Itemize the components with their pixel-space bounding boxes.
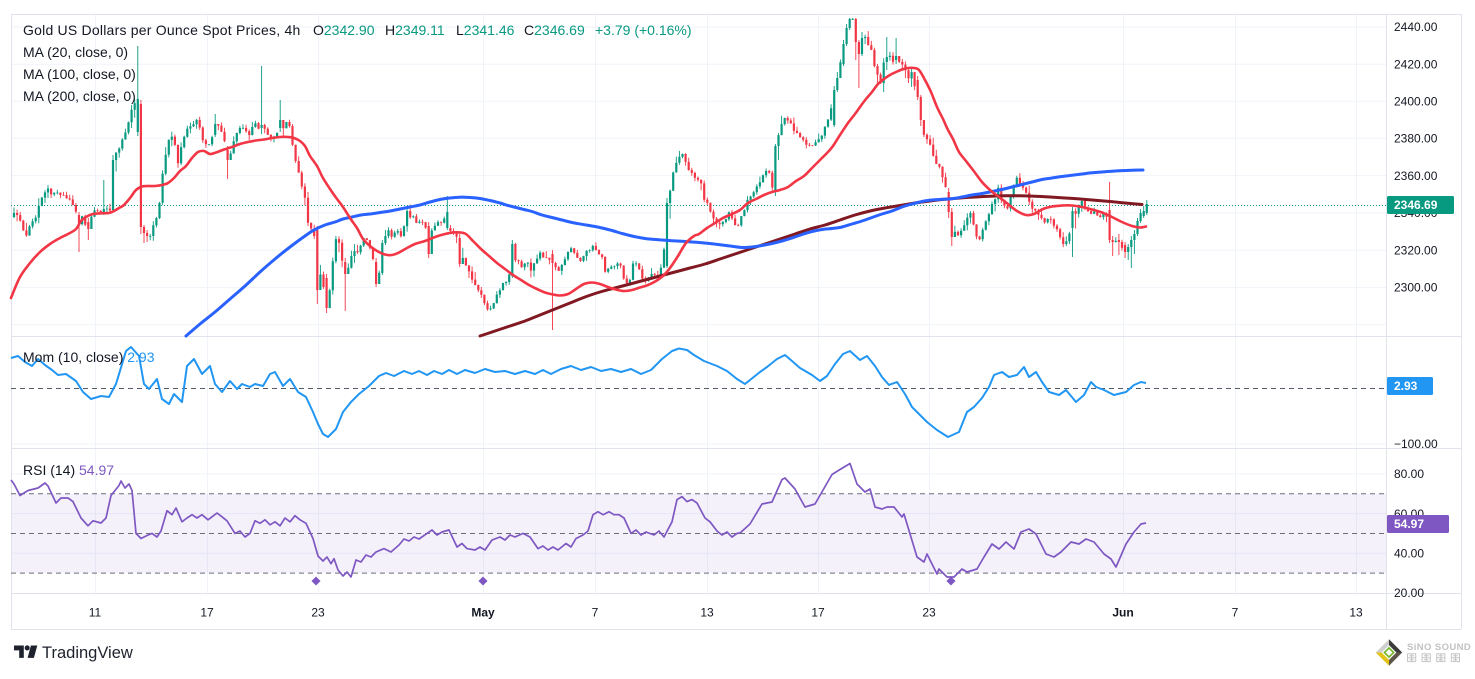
svg-text:Jun: Jun — [1112, 606, 1133, 620]
svg-text:2360.00: 2360.00 — [1394, 169, 1438, 183]
svg-text:L2341.46: L2341.46 — [456, 22, 515, 38]
svg-text:SiNO SOUND: SiNO SOUND — [1407, 642, 1471, 653]
svg-text:2.93: 2.93 — [1394, 379, 1418, 393]
svg-text:23: 23 — [922, 606, 936, 620]
svg-text:Mom (10, close) 2.93: Mom (10, close) 2.93 — [23, 349, 155, 365]
svg-text:2440.00: 2440.00 — [1394, 20, 1438, 34]
svg-text:2346.69: 2346.69 — [1394, 198, 1438, 212]
svg-text:+3.79 (+0.16%): +3.79 (+0.16%) — [595, 22, 692, 38]
svg-text:−100.00: −100.00 — [1394, 437, 1438, 451]
svg-text:40.00: 40.00 — [1394, 546, 1424, 560]
svg-text:RSI (14) 54.97: RSI (14) 54.97 — [23, 462, 114, 478]
svg-text:7: 7 — [1232, 606, 1239, 620]
svg-text:MA (20, close, 0): MA (20, close, 0) — [23, 44, 128, 60]
svg-text:O2342.90: O2342.90 — [313, 22, 375, 38]
svg-text:MA (200, close, 0): MA (200, close, 0) — [23, 88, 136, 104]
svg-text:2420.00: 2420.00 — [1394, 58, 1438, 72]
svg-text:C2346.69: C2346.69 — [524, 22, 585, 38]
svg-text:H2349.11: H2349.11 — [385, 22, 445, 38]
svg-text:Gold US Dollars per Ounce Spot: Gold US Dollars per Ounce Spot Prices, 4… — [23, 22, 300, 38]
svg-text:May: May — [471, 606, 495, 620]
svg-text:2320.00: 2320.00 — [1394, 243, 1438, 257]
svg-text:11: 11 — [89, 606, 102, 620]
svg-text:20.00: 20.00 — [1394, 586, 1424, 600]
svg-text:17: 17 — [811, 606, 825, 620]
svg-text:2400.00: 2400.00 — [1394, 94, 1438, 108]
svg-text:2380.00: 2380.00 — [1394, 131, 1438, 145]
svg-text:23: 23 — [311, 606, 325, 620]
svg-text:2300.00: 2300.00 — [1394, 281, 1438, 295]
svg-text:7: 7 — [592, 606, 599, 620]
svg-text:54.97: 54.97 — [1394, 517, 1424, 531]
svg-text:TradingView: TradingView — [42, 644, 133, 662]
svg-text:MA (100, close, 0): MA (100, close, 0) — [23, 66, 136, 82]
svg-text:17: 17 — [200, 606, 214, 620]
svg-text:13: 13 — [700, 606, 714, 620]
svg-text:80.00: 80.00 — [1394, 467, 1424, 481]
svg-text:13: 13 — [1349, 606, 1363, 620]
